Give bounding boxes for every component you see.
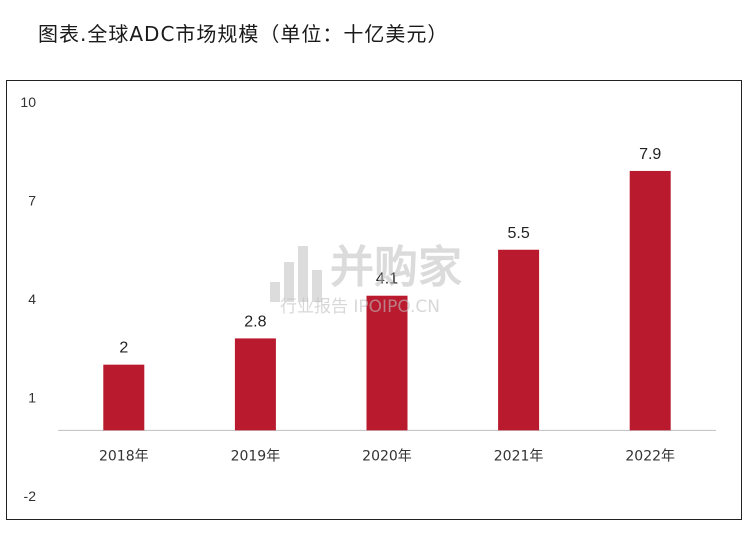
bar bbox=[234, 338, 276, 431]
data-label: 7.9 bbox=[639, 146, 661, 163]
watermark-brand: 并购家 bbox=[330, 242, 462, 293]
x-tick-label: 2020年 bbox=[362, 448, 412, 464]
data-label: 5.5 bbox=[507, 225, 529, 242]
watermark-logo-icon bbox=[284, 262, 294, 302]
bar bbox=[629, 170, 671, 431]
chart-frame bbox=[6, 80, 742, 520]
watermark-logo-icon bbox=[312, 270, 322, 302]
y-tick-label: 1 bbox=[28, 390, 36, 406]
x-tick-label: 2021年 bbox=[494, 448, 544, 464]
y-tick-label: 4 bbox=[28, 291, 36, 307]
bar bbox=[103, 364, 145, 431]
data-label: 4.1 bbox=[376, 271, 398, 288]
x-tick-label: 2022年 bbox=[625, 448, 675, 464]
y-tick-label: -2 bbox=[24, 488, 37, 504]
data-label: 2.8 bbox=[244, 313, 266, 330]
y-tick-label: 10 bbox=[20, 94, 36, 110]
watermark-tagline: 行业报告 IPOIPO.CN bbox=[280, 297, 440, 317]
y-tick-label: 7 bbox=[28, 193, 36, 209]
x-tick-label: 2019年 bbox=[231, 448, 281, 464]
data-label: 2 bbox=[119, 340, 128, 357]
figure-title: 图表.全球ADC市场规模（单位：十亿美元） bbox=[38, 22, 449, 46]
bar bbox=[366, 295, 408, 431]
watermark-logo-icon bbox=[270, 282, 280, 302]
x-tick-label: 2018年 bbox=[99, 448, 149, 464]
watermark-logo-icon bbox=[298, 246, 308, 302]
bar bbox=[498, 249, 540, 431]
